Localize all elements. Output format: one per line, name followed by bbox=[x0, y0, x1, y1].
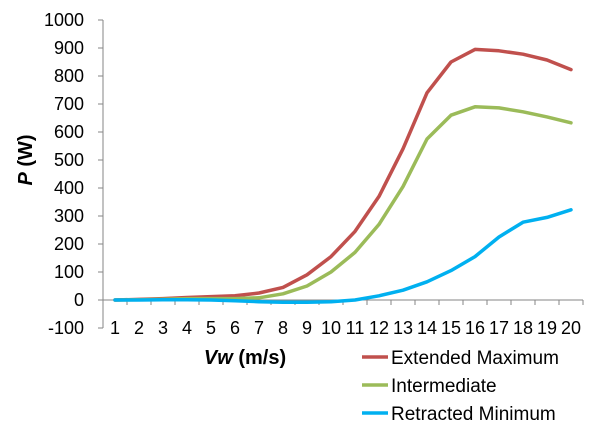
x-axis-ticks: 1 2 3 4 5 6 7 8 9 10 11 12 13 14 15 16 17 18 19 20 bbox=[102, 300, 584, 338]
x-tick-label: 4 bbox=[182, 318, 192, 338]
legend: Extended Maximum Intermediate Retracted Mi… bbox=[362, 348, 559, 424]
y-axis-variable: P bbox=[15, 172, 37, 186]
x-tick-label: 17 bbox=[489, 318, 509, 338]
y-axis-title: P (W) bbox=[15, 134, 37, 185]
x-axis-variable: Vw bbox=[204, 347, 234, 369]
y-tick-label: 700 bbox=[54, 94, 84, 114]
y-tick-label: 200 bbox=[54, 234, 84, 254]
y-tick-label: 600 bbox=[54, 122, 84, 142]
y-tick-label: 0 bbox=[74, 290, 84, 310]
x-tick-label: 1 bbox=[110, 318, 120, 338]
y-tick-label: 800 bbox=[54, 66, 84, 86]
x-tick-label: 10 bbox=[321, 318, 341, 338]
x-tick-label: 9 bbox=[302, 318, 312, 338]
x-axis-title: Vw (m/s) bbox=[204, 347, 286, 369]
x-tick-label: 14 bbox=[417, 318, 437, 338]
y-tick-label: -100 bbox=[48, 318, 84, 338]
x-tick-label: 12 bbox=[369, 318, 389, 338]
y-tick-label: 300 bbox=[54, 206, 84, 226]
series-line-retracted-minimum bbox=[113, 208, 573, 304]
x-tick-label: 18 bbox=[513, 318, 533, 338]
series-line-intermediate bbox=[113, 105, 573, 302]
y-tick-label: 1000 bbox=[44, 10, 84, 30]
legend-label: Intermediate bbox=[391, 376, 497, 397]
y-tick-label: 900 bbox=[54, 38, 84, 58]
x-tick-label: 20 bbox=[561, 318, 581, 338]
y-axis-ticks: -100 0 100 200 300 400 500 600 700 800 900 1000 bbox=[44, 10, 103, 338]
legend-label: Retracted Minimum bbox=[391, 404, 556, 424]
x-axis-unit: (m/s) bbox=[233, 347, 286, 369]
x-tick-label: 2 bbox=[134, 318, 144, 338]
legend-label: Extended Maximum bbox=[391, 348, 559, 369]
x-tick-label: 13 bbox=[393, 318, 413, 338]
series-lines bbox=[113, 47, 573, 304]
y-tick-label: 100 bbox=[54, 262, 84, 282]
x-tick-label: 3 bbox=[158, 318, 168, 338]
x-tick-label: 11 bbox=[346, 318, 365, 338]
y-tick-label: 500 bbox=[54, 150, 84, 170]
x-tick-label: 5 bbox=[206, 318, 216, 338]
x-tick-label: 19 bbox=[537, 318, 557, 338]
x-tick-label: 7 bbox=[254, 318, 264, 338]
x-tick-label: 15 bbox=[441, 318, 461, 338]
y-tick-label: 400 bbox=[54, 178, 84, 198]
y-axis-unit: (W) bbox=[15, 134, 37, 172]
x-tick-label: 6 bbox=[230, 318, 240, 338]
x-tick-label: 8 bbox=[278, 318, 288, 338]
x-tick-label: 16 bbox=[465, 318, 485, 338]
